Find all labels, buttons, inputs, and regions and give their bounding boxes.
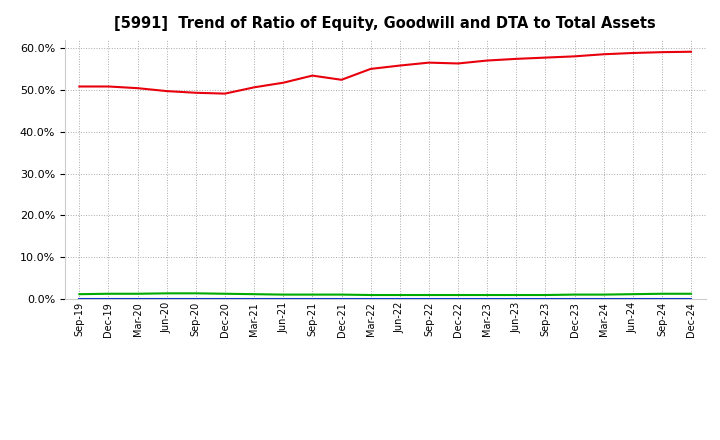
- Deferred Tax Assets: [220, 291, 229, 297]
- Deferred Tax Assets: [250, 292, 258, 297]
- Goodwill: [483, 297, 492, 302]
- Deferred Tax Assets: [541, 292, 550, 297]
- Goodwill: [192, 297, 200, 302]
- Equity: [163, 88, 171, 94]
- Equity: [104, 84, 113, 89]
- Goodwill: [570, 297, 579, 302]
- Deferred Tax Assets: [104, 291, 113, 297]
- Deferred Tax Assets: [512, 292, 521, 297]
- Deferred Tax Assets: [454, 292, 462, 297]
- Equity: [220, 91, 229, 96]
- Deferred Tax Assets: [163, 291, 171, 296]
- Deferred Tax Assets: [308, 292, 317, 297]
- Equity: [366, 66, 375, 72]
- Equity: [250, 84, 258, 90]
- Goodwill: [512, 297, 521, 302]
- Deferred Tax Assets: [395, 292, 404, 297]
- Deferred Tax Assets: [629, 292, 637, 297]
- Equity: [337, 77, 346, 82]
- Deferred Tax Assets: [337, 292, 346, 297]
- Deferred Tax Assets: [599, 292, 608, 297]
- Equity: [570, 54, 579, 59]
- Goodwill: [454, 297, 462, 302]
- Goodwill: [337, 297, 346, 302]
- Goodwill: [104, 297, 113, 302]
- Equity: [541, 55, 550, 60]
- Line: Equity: Equity: [79, 52, 691, 94]
- Goodwill: [541, 297, 550, 302]
- Goodwill: [395, 297, 404, 302]
- Goodwill: [425, 297, 433, 302]
- Equity: [192, 90, 200, 95]
- Deferred Tax Assets: [279, 292, 287, 297]
- Goodwill: [687, 297, 696, 302]
- Deferred Tax Assets: [483, 292, 492, 297]
- Goodwill: [163, 297, 171, 302]
- Line: Deferred Tax Assets: Deferred Tax Assets: [79, 293, 691, 295]
- Equity: [629, 50, 637, 55]
- Deferred Tax Assets: [425, 292, 433, 297]
- Title: [5991]  Trend of Ratio of Equity, Goodwill and DTA to Total Assets: [5991] Trend of Ratio of Equity, Goodwil…: [114, 16, 656, 32]
- Deferred Tax Assets: [570, 292, 579, 297]
- Deferred Tax Assets: [687, 291, 696, 297]
- Goodwill: [250, 297, 258, 302]
- Goodwill: [308, 297, 317, 302]
- Goodwill: [220, 297, 229, 302]
- Equity: [133, 85, 142, 91]
- Equity: [425, 60, 433, 65]
- Goodwill: [279, 297, 287, 302]
- Equity: [454, 61, 462, 66]
- Deferred Tax Assets: [192, 291, 200, 296]
- Goodwill: [657, 297, 666, 302]
- Equity: [308, 73, 317, 78]
- Deferred Tax Assets: [133, 291, 142, 297]
- Goodwill: [75, 297, 84, 302]
- Equity: [395, 63, 404, 68]
- Equity: [657, 50, 666, 55]
- Goodwill: [629, 297, 637, 302]
- Deferred Tax Assets: [366, 292, 375, 297]
- Equity: [599, 51, 608, 57]
- Deferred Tax Assets: [657, 291, 666, 297]
- Goodwill: [133, 297, 142, 302]
- Equity: [483, 58, 492, 63]
- Deferred Tax Assets: [75, 292, 84, 297]
- Goodwill: [599, 297, 608, 302]
- Equity: [75, 84, 84, 89]
- Equity: [687, 49, 696, 55]
- Equity: [512, 56, 521, 62]
- Equity: [279, 80, 287, 85]
- Goodwill: [366, 297, 375, 302]
